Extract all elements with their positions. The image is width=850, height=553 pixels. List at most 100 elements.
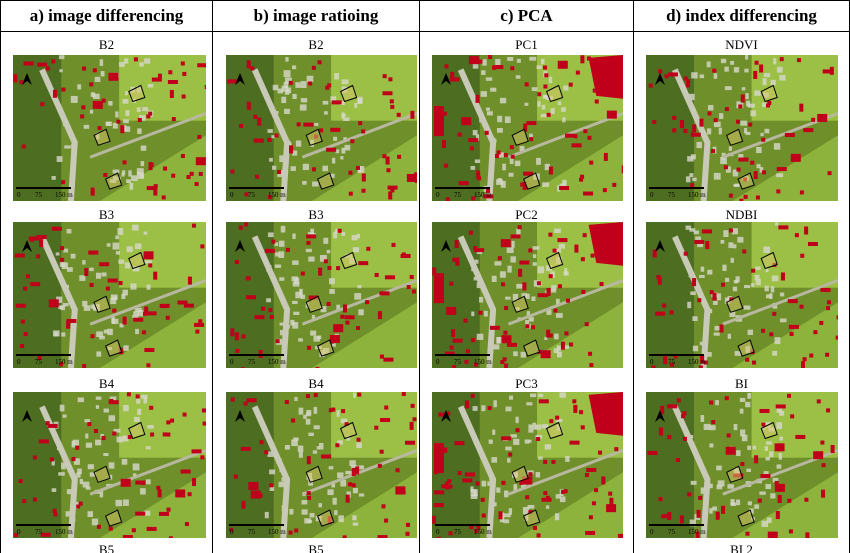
building	[358, 493, 365, 497]
building	[516, 58, 521, 63]
building	[754, 90, 761, 96]
north-arrow	[441, 240, 451, 252]
scale-label: 150 m	[268, 358, 286, 366]
change-pixel	[707, 111, 712, 116]
change-pixel	[474, 529, 479, 534]
change-pixel	[312, 167, 317, 172]
change-pixel	[522, 476, 533, 485]
building	[496, 127, 503, 133]
change-pixel	[241, 500, 246, 509]
building	[483, 310, 488, 317]
change-pixel	[575, 70, 580, 75]
change-pixel	[101, 98, 106, 103]
building	[357, 284, 362, 289]
building	[94, 76, 101, 82]
change-pixel	[519, 480, 524, 485]
change-pixel	[647, 450, 658, 455]
reference-polygon	[128, 84, 146, 103]
change-pixel	[382, 154, 387, 159]
panel-label: NDBI	[725, 207, 758, 222]
building	[776, 66, 783, 73]
change-pixel	[804, 226, 809, 235]
change-pixel	[384, 518, 389, 523]
change-pixel	[289, 145, 294, 154]
change-pixel	[509, 145, 514, 150]
change-pixel	[713, 118, 718, 123]
scale-bar	[435, 354, 490, 356]
change-pixel	[126, 392, 131, 397]
building	[535, 424, 541, 430]
change-pixel	[166, 420, 171, 425]
change-pixel	[590, 253, 595, 258]
change-pixel	[813, 330, 818, 335]
change-pixel	[723, 165, 728, 170]
scale-label: 150 m	[688, 191, 706, 199]
change-pixel	[738, 157, 749, 162]
road	[251, 235, 291, 368]
change-pixel	[473, 246, 478, 251]
reference-polygon	[105, 172, 123, 190]
change-pixel	[118, 281, 123, 286]
road	[301, 448, 417, 496]
map-image: 0 75 150 m	[646, 392, 838, 538]
scale-label: 150 m	[688, 358, 706, 366]
building	[687, 301, 692, 309]
change-pixel	[830, 445, 835, 454]
change-pixel	[476, 170, 481, 179]
building	[72, 439, 80, 446]
building	[526, 311, 530, 318]
building	[105, 121, 112, 127]
building	[291, 439, 298, 447]
building	[281, 96, 287, 104]
building	[472, 63, 479, 69]
change-pixel	[465, 349, 470, 354]
scale-label: 75	[668, 191, 676, 199]
change-pixel	[774, 480, 779, 485]
change-pixel	[22, 499, 27, 504]
change-pixel	[198, 319, 203, 324]
change-pixel	[20, 319, 25, 324]
road	[722, 278, 838, 326]
change-pixel	[61, 87, 66, 92]
change-pixel	[586, 467, 597, 472]
change-pixel	[361, 173, 366, 182]
change-pixel	[548, 274, 553, 279]
building	[692, 177, 697, 182]
building	[687, 156, 694, 162]
building	[115, 251, 120, 255]
change-pixel	[468, 56, 479, 65]
reference-polygon	[545, 421, 564, 440]
building	[292, 150, 298, 156]
change-pixel	[335, 443, 340, 448]
building	[773, 58, 777, 65]
column: b) image ratioing B2 0 75 150 m B3 0 75 150 m B4 0…	[213, 0, 420, 553]
building	[274, 242, 279, 247]
building	[292, 93, 297, 100]
reference-polygon	[339, 84, 358, 103]
change-pixel	[692, 124, 697, 133]
change-pixel	[250, 66, 255, 71]
change-pixel	[682, 436, 687, 441]
change-pixel	[59, 362, 64, 367]
building	[750, 110, 756, 117]
change-pixel	[652, 249, 657, 258]
building	[126, 246, 133, 253]
scale-label: 75	[248, 191, 256, 199]
scale-label: 0	[230, 358, 234, 366]
building	[499, 97, 507, 104]
building	[751, 282, 755, 287]
change-pixel	[390, 104, 395, 109]
change-pixel	[663, 356, 668, 365]
building	[776, 173, 784, 178]
change-pixel	[200, 455, 205, 460]
building	[564, 268, 568, 275]
change-pixel	[343, 304, 348, 313]
building	[123, 405, 129, 412]
reference-polygon	[128, 251, 146, 270]
scale-bar	[229, 187, 284, 189]
building	[85, 486, 91, 490]
change-pixel	[326, 301, 331, 306]
road	[251, 68, 291, 201]
north-arrow	[22, 410, 32, 422]
column: d) index differencing NDVI 0 75 150 m NDBI 0 75…	[634, 0, 850, 553]
